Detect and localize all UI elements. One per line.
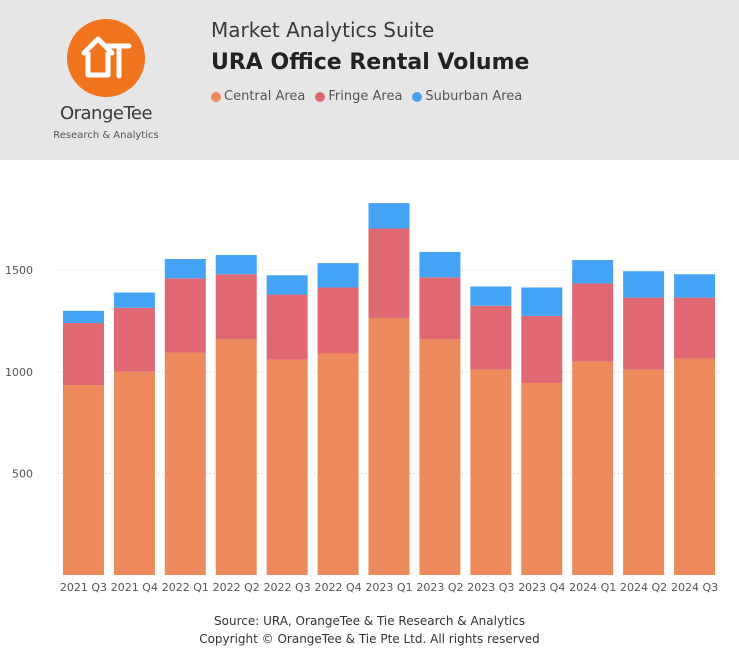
bar-central-area-2023-Q4 [521, 382, 563, 575]
x-tick-label: 2024 Q3 [671, 581, 718, 594]
x-tick-label: 2024 Q2 [620, 581, 667, 594]
x-tick-label: 2022 Q3 [264, 581, 311, 594]
bar-fringe-area-2024-Q1 [572, 283, 614, 362]
x-tick-label: 2024 Q1 [569, 581, 616, 594]
bar-fringe-area-2022-Q1 [164, 278, 206, 353]
stacked-bar-chart: 500 1000 1500 2021 Q3 2021 Q4 2022 Q1 2022 Q2 2… [5, 203, 720, 594]
bar-central-area-2022-Q3 [266, 359, 308, 575]
bar-central-area-2024-Q1 [572, 361, 614, 575]
x-tick-label: 2023 Q4 [518, 581, 565, 594]
legend: Central Area Fringe Area Suburban Area [211, 89, 522, 104]
x-tick-label: 2021 Q3 [60, 581, 107, 594]
bar-central-area-2024-Q2 [623, 369, 665, 575]
bar-suburban-area-2022-Q3 [266, 275, 308, 295]
header-banner: OrangeTee Research & Analytics Market An… [0, 0, 739, 160]
bar-suburban-area-2021-Q3 [62, 310, 104, 324]
bar-central-area-2022-Q4 [317, 353, 359, 575]
bar-fringe-area-2024-Q2 [623, 297, 665, 370]
footer-source: Source: URA, OrangeTee & Tie Research & … [214, 614, 525, 628]
y-tick-label-1500: 1500 [5, 264, 33, 277]
x-tick-label: 2023 Q3 [467, 581, 514, 594]
bar-suburban-area-2021-Q4 [113, 292, 155, 308]
bar-central-area-2021-Q3 [62, 385, 104, 575]
chart-title: URA Office Rental Volume [211, 50, 530, 75]
x-tick-label: 2021 Q4 [111, 581, 158, 594]
logo-wordmark: OrangeTee [59, 103, 153, 124]
bar-suburban-area-2023-Q3 [470, 286, 512, 306]
bar-central-area-2023-Q2 [419, 339, 461, 575]
bar-fringe-area-2023-Q4 [521, 315, 563, 383]
bar-fringe-area-2021-Q3 [62, 323, 104, 386]
legend-label-fringe: Fringe Area [328, 89, 403, 104]
legend-swatch-central [211, 91, 221, 102]
bar-central-area-2023-Q3 [470, 369, 512, 575]
y-tick-label-1000: 1000 [5, 366, 33, 379]
legend-item-fringe: Fringe Area [315, 89, 402, 104]
x-tick-label: 2022 Q4 [314, 581, 361, 594]
bar-suburban-area-2022-Q1 [164, 259, 206, 279]
bar-suburban-area-2024-Q3 [674, 274, 716, 298]
bar-fringe-area-2023-Q1 [368, 228, 410, 318]
legend-swatch-suburban [412, 91, 423, 102]
bar-suburban-area-2022-Q2 [215, 254, 257, 275]
suite-title: Market Analytics Suite [211, 18, 435, 42]
ot-logo-icon [81, 36, 132, 79]
bar-central-area-2024-Q3 [674, 358, 716, 575]
legend-label-suburban: Suburban Area [425, 89, 523, 104]
bar-suburban-area-2024-Q1 [572, 260, 614, 284]
legend-item-suburban: Suburban Area [412, 89, 522, 104]
x-tick-label: 2023 Q2 [416, 581, 463, 594]
bar-suburban-area-2022-Q4 [317, 263, 359, 288]
bar-central-area-2021-Q4 [113, 371, 155, 575]
legend-label-central: Central Area [224, 89, 306, 104]
footer-copyright: Copyright © OrangeTee & Tie Pte Ltd. All… [199, 632, 540, 646]
x-tick-label: 2022 Q2 [213, 581, 260, 594]
x-tick-label: 2022 Q1 [162, 581, 209, 594]
orangetee-logo [67, 19, 145, 97]
bar-fringe-area-2023-Q3 [470, 305, 512, 370]
bar-central-area-2022-Q1 [164, 352, 206, 575]
bar-central-area-2022-Q2 [215, 339, 257, 575]
bar-suburban-area-2023-Q1 [368, 203, 410, 229]
x-tick-label: 2023 Q1 [365, 581, 412, 594]
bar-fringe-area-2023-Q2 [419, 277, 461, 340]
bar-suburban-area-2023-Q4 [521, 287, 563, 316]
bar-fringe-area-2024-Q3 [674, 297, 716, 359]
logo-subtitle: Research & Analytics [53, 130, 159, 141]
legend-item-central: Central Area [211, 89, 305, 104]
bar-fringe-area-2022-Q2 [215, 274, 257, 340]
bar-central-area-2023-Q1 [368, 317, 410, 575]
bar-fringe-area-2022-Q4 [317, 287, 359, 354]
y-tick-label-500: 500 [12, 467, 33, 480]
bar-suburban-area-2023-Q2 [419, 251, 461, 278]
bar-fringe-area-2021-Q4 [113, 307, 155, 372]
bar-fringe-area-2022-Q3 [266, 294, 308, 360]
legend-swatch-fringe [315, 91, 326, 102]
bar-suburban-area-2024-Q2 [623, 271, 665, 298]
